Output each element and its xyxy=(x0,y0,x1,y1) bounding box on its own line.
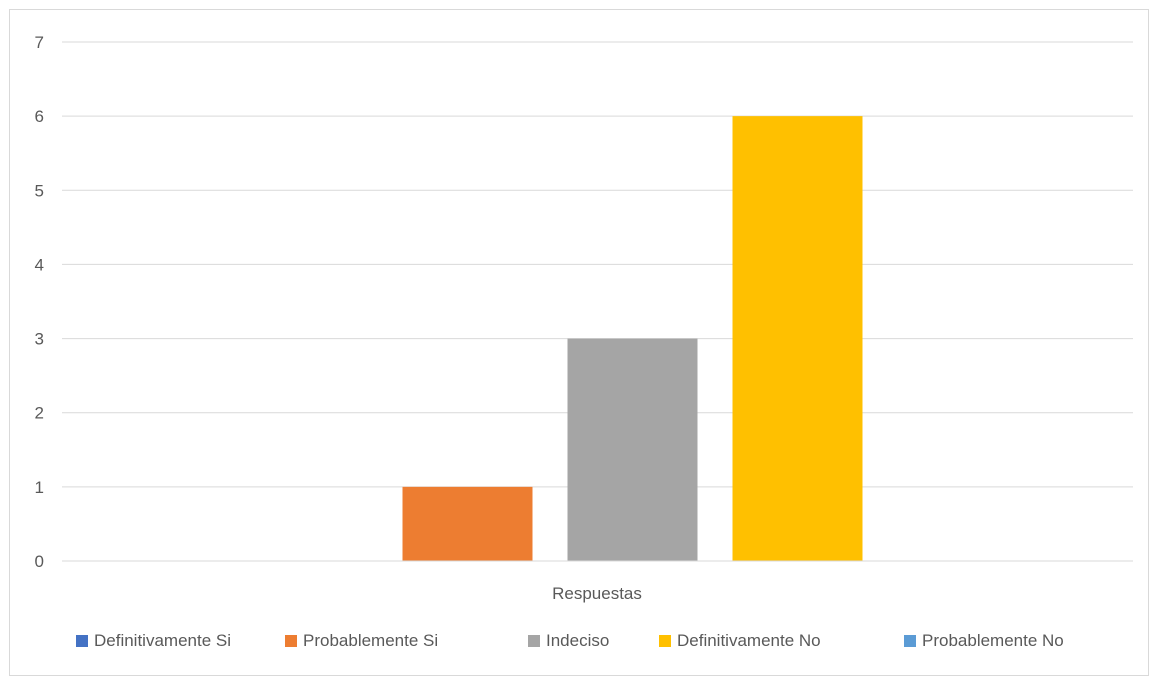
y-axis-ticks: 0 1 2 3 4 5 6 7 xyxy=(35,33,44,571)
y-tick-label: 3 xyxy=(35,330,44,349)
bar-probablemente-si xyxy=(402,486,533,561)
y-tick-label: 6 xyxy=(35,107,44,126)
bars xyxy=(402,116,863,562)
y-tick-label: 7 xyxy=(35,33,44,52)
legend-swatch xyxy=(285,635,297,647)
y-tick-label: 5 xyxy=(35,181,44,200)
y-tick-label: 0 xyxy=(35,552,44,571)
legend-label: Indeciso xyxy=(546,631,609,650)
bar-definitivamente-no xyxy=(732,116,863,562)
legend-label: Definitivamente Si xyxy=(94,631,231,650)
legend-swatch xyxy=(904,635,916,647)
legend-label: Probablemente Si xyxy=(303,631,438,650)
legend-swatch xyxy=(659,635,671,647)
x-category-label: Respuestas xyxy=(552,584,642,603)
y-tick-label: 1 xyxy=(35,478,44,497)
legend-swatch xyxy=(528,635,540,647)
legend-label: Probablemente No xyxy=(922,631,1064,650)
bar-indeciso xyxy=(567,338,698,561)
legend-swatch xyxy=(76,635,88,647)
legend-label: Definitivamente No xyxy=(677,631,821,650)
legend: Definitivamente Si Probablemente Si Indeci… xyxy=(76,631,1064,650)
gridlines xyxy=(62,41,1133,488)
y-tick-label: 4 xyxy=(35,255,44,274)
x-axis-categories: Respuestas xyxy=(552,584,642,603)
y-tick-label: 2 xyxy=(35,404,44,423)
